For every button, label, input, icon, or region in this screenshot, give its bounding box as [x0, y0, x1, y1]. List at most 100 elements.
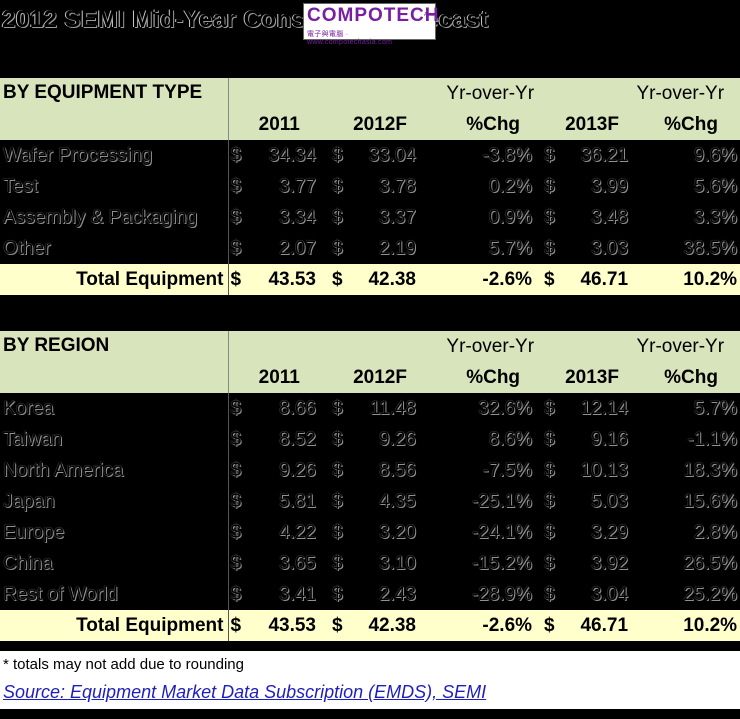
equipment-header-row-2: 2011 2012F %Chg 2013F %Chg — [0, 109, 740, 140]
dollar-sign: $ — [227, 548, 250, 579]
table-row: China $3.65 $3.10 -15.2% $3.92 26.5% — [0, 548, 740, 579]
dollar-sign: $ — [227, 579, 250, 610]
dollar-sign: $ — [227, 517, 250, 548]
value-2011: 5.81 — [279, 490, 316, 512]
row-label: Korea — [3, 397, 54, 419]
equipment-yoy-label-1: Yr-over-Yr — [228, 78, 543, 109]
value-2011: 2.07 — [279, 237, 316, 259]
dollar-sign: $ — [544, 490, 555, 512]
value-2013f: 3.92 — [591, 552, 629, 574]
source-link[interactable]: Source: Equipment Market Data Subscripti… — [0, 679, 740, 709]
logo-asia: Asia — [424, 12, 434, 18]
equipment-header-row-1: BY EQUIPMENT TYPE Yr-over-Yr Yr-over-Yr — [0, 78, 740, 140]
change-2012: -25.1% — [471, 490, 533, 512]
row-label: Europe — [3, 521, 65, 543]
dollar-sign: $ — [332, 175, 343, 197]
row-label: Japan — [3, 490, 55, 512]
value-2012f: 3.20 — [379, 521, 416, 543]
equipment-total-row: Total Equipment $43.53 $42.38 -2.6% $46.71 10… — [0, 264, 740, 295]
change-2012: -2.6% — [430, 264, 543, 295]
value-2012f: 11.48 — [369, 397, 416, 419]
dollar-sign: $ — [330, 264, 352, 295]
change-2013: 2.8% — [693, 521, 738, 543]
value-2012f: 3.78 — [379, 175, 416, 197]
equipment-col-2013f: 2013F — [542, 109, 643, 140]
dollar-sign: $ — [227, 455, 250, 486]
value-2012f: 2.43 — [379, 583, 416, 605]
equipment-col-chg1: %Chg — [430, 109, 543, 140]
row-label: Other — [3, 237, 51, 259]
row-label: Taiwan — [3, 428, 63, 450]
value-2011: 3.77 — [279, 175, 316, 197]
equipment-section-title: BY EQUIPMENT TYPE — [0, 78, 229, 140]
value-2012f: 4.35 — [379, 490, 416, 512]
value-2013f: 12.14 — [580, 397, 629, 419]
equipment-type-table: BY EQUIPMENT TYPE Yr-over-Yr Yr-over-Yr … — [0, 78, 740, 295]
table-row: Wafer Processing $34.34 $33.04 -3.8% $36.21 9… — [0, 140, 740, 171]
region-yoy-label-1: Yr-over-Yr — [228, 331, 543, 362]
value-2011: 3.34 — [279, 206, 316, 228]
dollar-sign: $ — [330, 610, 352, 641]
change-2012: -7.5% — [482, 459, 533, 481]
table-row: Assembly & Packaging $3.34 $3.37 0.9% $3.48 3… — [0, 202, 740, 233]
dollar-sign: $ — [227, 486, 250, 517]
region-col-2012f: 2012F — [330, 362, 430, 393]
table-row: Japan $5.81 $4.35 -25.1% $5.03 15.6% — [0, 486, 740, 517]
value-2011: 8.52 — [279, 428, 316, 450]
value-2011: 3.65 — [279, 552, 316, 574]
table-row: Rest of World $3.41 $2.43 -28.9% $3.04 25.2% — [0, 579, 740, 610]
dollar-sign: $ — [227, 202, 250, 233]
dollar-sign: $ — [227, 424, 250, 455]
value-2012f: 42.38 — [352, 264, 430, 295]
change-2012: 0.9% — [488, 206, 533, 228]
dollar-sign: $ — [544, 583, 555, 605]
value-2011: 4.22 — [279, 521, 316, 543]
dollar-sign: $ — [227, 233, 250, 264]
change-2012: 32.6% — [478, 397, 533, 419]
row-label: Assembly & Packaging — [3, 206, 198, 228]
value-2012f: 9.26 — [379, 428, 416, 450]
change-2013: 15.6% — [683, 490, 738, 512]
dollar-sign: $ — [544, 237, 555, 259]
table-row: Europe $4.22 $3.20 -24.1% $3.29 2.8% — [0, 517, 740, 548]
region-header-row-2: 2011 2012F %Chg 2013F %Chg — [0, 362, 740, 393]
equipment-col-chg2: %Chg — [642, 109, 740, 140]
value-2011: 43.53 — [250, 264, 330, 295]
value-2011: 43.53 — [250, 610, 330, 641]
table-row: Taiwan $8.52 $9.26 8.6% $9.16 -1.1% — [0, 424, 740, 455]
change-2012: 8.6% — [488, 428, 533, 450]
region-section-title: BY REGION — [0, 331, 229, 393]
table-row: North America $9.26 $8.56 -7.5% $10.13 18.3% — [0, 455, 740, 486]
row-label: China — [3, 552, 53, 574]
row-label: Test — [3, 175, 38, 197]
change-2013: 18.3% — [683, 459, 738, 481]
change-2012: -2.6% — [430, 610, 543, 641]
value-2013f: 3.03 — [591, 237, 629, 259]
table-row: Test $3.77 $3.78 0.2% $3.99 5.6% — [0, 171, 740, 202]
dollar-sign: $ — [332, 206, 343, 228]
value-2011: 34.34 — [268, 144, 316, 166]
equipment-col-2011: 2011 — [228, 109, 330, 140]
dollar-sign: $ — [332, 459, 343, 481]
region-col-2011: 2011 — [228, 362, 330, 393]
change-2012: -28.9% — [471, 583, 533, 605]
dollar-sign: $ — [544, 459, 555, 481]
dollar-sign: $ — [332, 583, 343, 605]
value-2013f: 46.71 — [564, 610, 643, 641]
dollar-sign: $ — [227, 171, 250, 202]
value-2013f: 3.29 — [591, 521, 629, 543]
change-2013: 38.5% — [683, 237, 738, 259]
dollar-sign: $ — [544, 552, 555, 574]
table-row: Korea $8.66 $11.48 32.6% $12.14 5.7% — [0, 393, 740, 424]
dollar-sign: $ — [332, 144, 343, 166]
value-2013f: 9.16 — [591, 428, 629, 450]
change-2012: -24.1% — [471, 521, 533, 543]
row-label: Wafer Processing — [3, 144, 153, 166]
rounding-footnote: * totals may not add due to rounding — [0, 651, 740, 679]
value-2013f: 46.71 — [564, 264, 643, 295]
change-2013: -1.1% — [687, 428, 738, 450]
dollar-sign: $ — [227, 393, 250, 424]
region-col-2013f: 2013F — [542, 362, 643, 393]
dollar-sign: $ — [544, 144, 555, 166]
change-2012: 0.2% — [488, 175, 533, 197]
